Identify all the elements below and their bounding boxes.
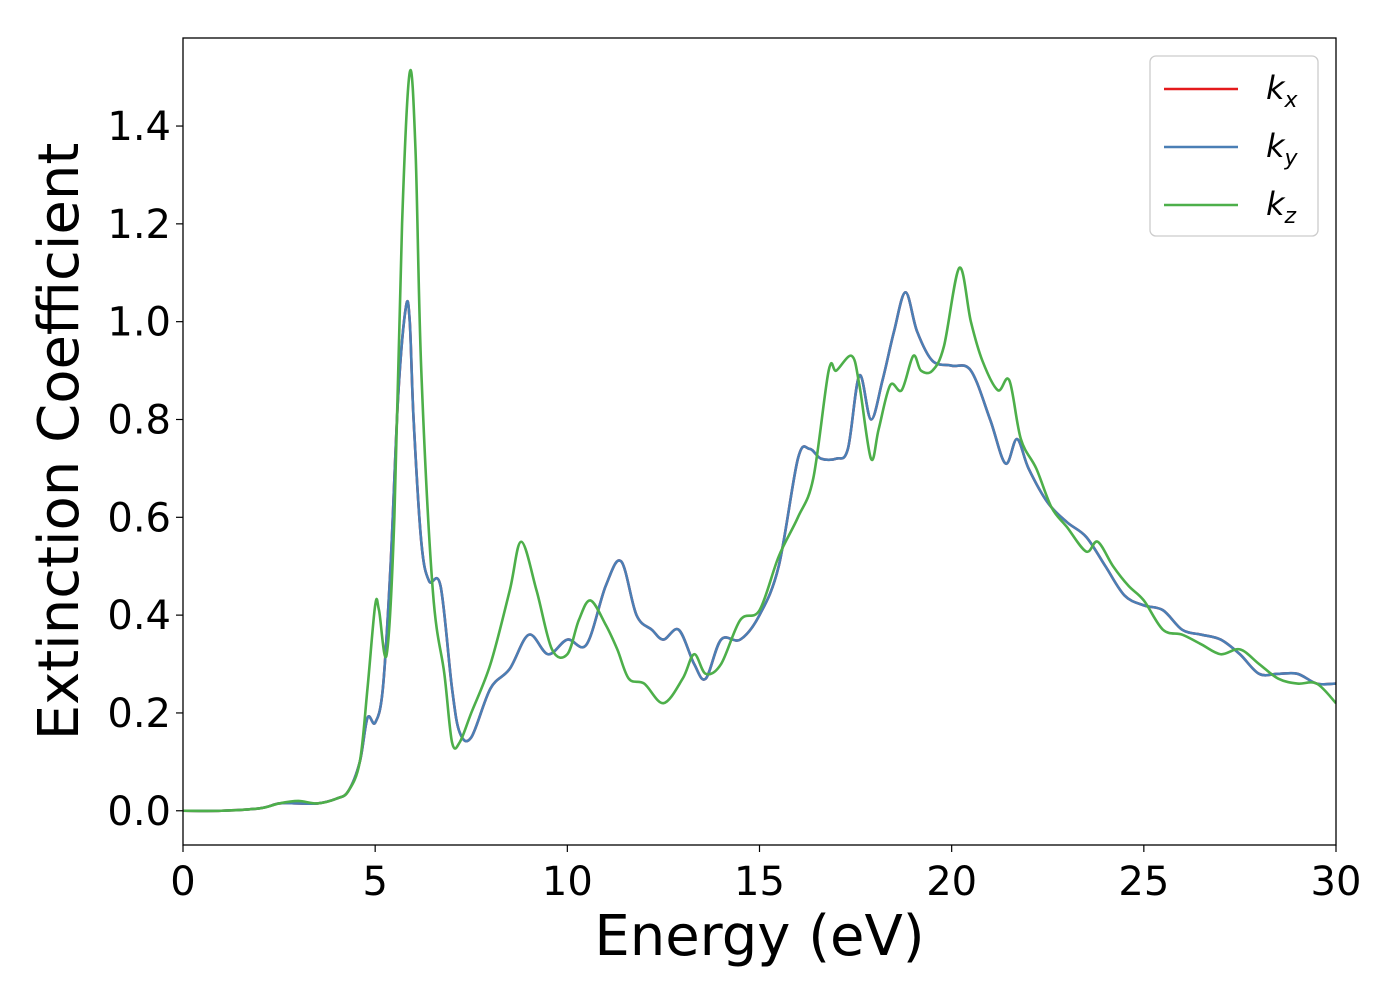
y-axis: 0.0 0.2 0.4 0.6 0.8 1.0 1.2 1.4 [107, 104, 183, 835]
y-tick-label: 0.2 [107, 691, 171, 737]
y-tick-label: 0.8 [107, 397, 171, 443]
y-tick-label: 0.6 [107, 495, 171, 541]
y-tick-label: 0.0 [107, 789, 171, 835]
x-axis: 0 5 10 15 20 25 30 [170, 845, 1361, 905]
series-line-k_z [183, 68, 1336, 813]
y-tick-label: 1.2 [107, 202, 171, 248]
series-line-k_y [183, 291, 1336, 813]
x-tick-label: 25 [1118, 859, 1169, 905]
x-tick-label: 20 [926, 859, 977, 905]
x-axis-title: Energy (eV) [594, 904, 924, 969]
series-line-k_x [183, 291, 1336, 813]
x-tick-label: 30 [1311, 859, 1362, 905]
x-tick-label: 0 [170, 859, 195, 905]
y-tick-label: 1.4 [107, 104, 171, 150]
x-tick-label: 15 [734, 859, 785, 905]
y-tick-label: 1.0 [107, 300, 171, 346]
plot-area [183, 68, 1336, 813]
x-tick-label: 5 [362, 859, 387, 905]
x-tick-label: 10 [542, 859, 593, 905]
y-tick-label: 0.4 [107, 593, 171, 639]
y-axis-title: Extinction Coefficient [27, 143, 92, 741]
